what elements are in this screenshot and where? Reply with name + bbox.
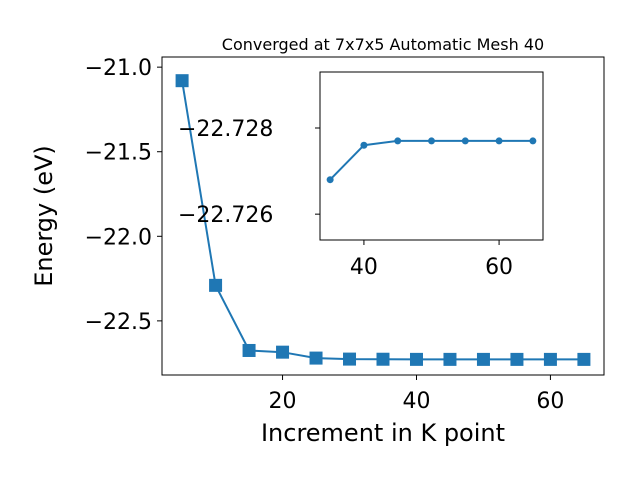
data-point [428,137,435,145]
y-tick-label: −22.728 [178,117,273,142]
data-point [276,345,290,359]
inset-axes: 40 60 −22.728 −22.726 [178,71,544,280]
y-axis-label: Energy (eV) [30,145,58,287]
data-point [461,137,469,145]
x-tick-label: 40 [350,255,378,280]
y-tick-label: −21.0 [85,56,152,81]
data-point [326,176,334,184]
y-tick-label: −22.0 [85,225,152,250]
inset-y-ticks: −22.728 −22.726 [178,117,320,228]
data-point [409,352,423,366]
data-point [495,137,503,145]
data-point [343,352,357,366]
inset-x-ticks: 40 60 [350,240,513,280]
data-point [360,141,368,149]
inset-series [326,137,537,184]
data-point [476,352,490,366]
data-point [577,352,591,366]
x-axis-label: Increment in K point [261,419,505,447]
x-tick-label: 20 [269,389,297,414]
data-point [242,343,256,357]
chart-title: Converged at 7x7x5 Automatic Mesh 40 [222,35,544,54]
main-y-ticks: −21.0 −21.5 −22.0 −22.5 [85,56,162,335]
main-series [175,74,591,366]
data-point [510,352,524,366]
data-point [209,278,223,292]
data-point [443,352,457,366]
y-tick-label: −22.726 [178,203,273,228]
y-tick-label: −22.5 [85,310,152,335]
data-point [175,74,189,88]
data-point [543,352,557,366]
main-x-ticks: 20 40 60 [269,375,564,414]
data-point [529,137,537,145]
x-tick-label: 60 [536,389,564,414]
x-tick-label: 40 [402,389,430,414]
x-tick-label: 60 [485,255,513,280]
data-point [309,351,323,365]
data-point [376,352,390,366]
y-tick-label: −21.5 [85,141,152,166]
data-point [394,137,402,145]
inset-plot-frame [319,71,544,241]
